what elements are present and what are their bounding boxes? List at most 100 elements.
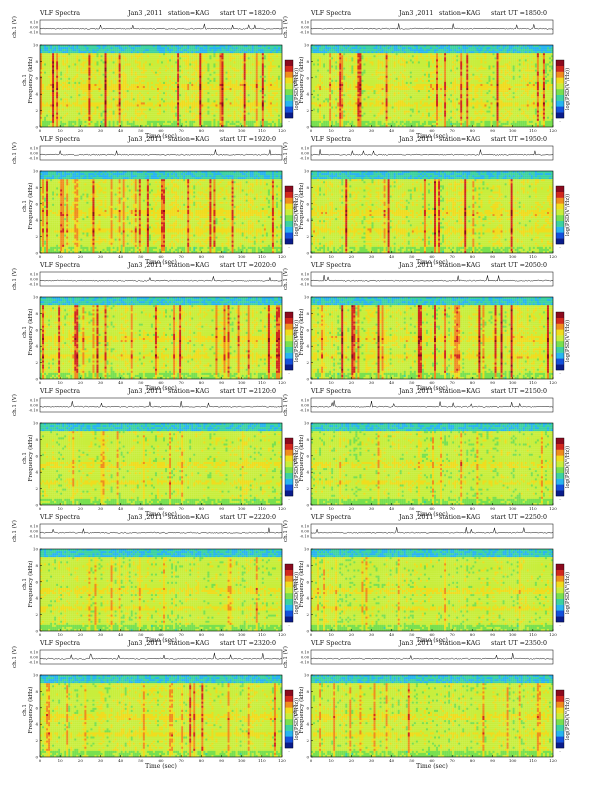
spectrogram-cell [44, 98, 46, 100]
spectrogram-cell [46, 51, 48, 53]
spectrogram-cell [58, 96, 60, 98]
spectrogram-cell [50, 94, 52, 96]
spectrogram-cell [62, 98, 64, 100]
spectrogram-cell [64, 113, 66, 115]
spectrogram-cell [48, 53, 50, 55]
spectrogram-cell [60, 90, 62, 92]
spectrogram-cell [56, 70, 58, 72]
waveform-axis-label: ch.1 (V) [11, 16, 18, 38]
spectrogram-cell [68, 61, 70, 63]
spectrogram-cell [46, 104, 48, 106]
spectrogram-cell [40, 45, 42, 47]
spectrogram-cell [60, 100, 62, 102]
spectrogram-cell [48, 66, 50, 68]
spectrogram-cell [44, 59, 46, 61]
spectrogram-cell [50, 63, 52, 65]
spectrogram-cell [68, 78, 70, 80]
spectrogram-cell [60, 102, 62, 104]
spectrogram-cell [40, 70, 42, 72]
spectrogram-cell [60, 115, 62, 117]
spectrogram-cell [66, 82, 68, 84]
spectrogram-cell [46, 47, 48, 49]
spectrogram-cell [58, 47, 60, 49]
spectrogram-cell [52, 45, 54, 47]
spectrogram-cell [70, 55, 72, 57]
spectrogram-cell [64, 115, 66, 117]
spectrogram-cell [52, 117, 54, 119]
spectrogram-cell [54, 115, 56, 117]
spectrogram-cell [68, 121, 70, 123]
spectrogram-cell [44, 74, 46, 76]
waveform-tick-label: 0.10 [30, 21, 39, 25]
spectrogram-cell [44, 72, 46, 74]
spectrogram-cell [60, 61, 62, 63]
spectrogram-cell [56, 78, 58, 80]
spectrogram-cell [60, 59, 62, 61]
spectrogram-cell [60, 104, 62, 106]
spectrogram-cell [48, 47, 50, 49]
spectrogram-cell [70, 68, 72, 70]
spectrogram-cell [64, 61, 66, 63]
spectrogram-cell [46, 88, 48, 90]
spectrogram-cell [42, 82, 44, 84]
spectrogram-cell [42, 119, 44, 121]
spectrogram-cell [66, 113, 68, 115]
spectrogram-cell [64, 117, 66, 119]
spectrogram-cell [52, 123, 54, 125]
spectrogram-cell [52, 113, 54, 115]
spectrogram-cell [54, 109, 56, 111]
spectrogram-cell [48, 96, 50, 98]
spectrogram-cell [60, 109, 62, 111]
spectrogram-cell [40, 57, 42, 59]
spectrogram-cell [42, 76, 44, 78]
spectrogram-cell [42, 117, 44, 119]
spectrogram-cell [64, 119, 66, 121]
spectrogram-cell [70, 86, 72, 88]
spectrogram-cell [46, 76, 48, 78]
spectrogram-cell [46, 107, 48, 109]
spectrogram-cell [60, 98, 62, 100]
spectrogram-cell [40, 47, 42, 49]
spectrogram-cell [54, 57, 56, 59]
spectrogram-cell [40, 100, 42, 102]
spectrogram-cell [48, 123, 50, 125]
spectrogram-cell [44, 70, 46, 72]
spectrogram-cell [62, 119, 64, 121]
spectrogram-cell [54, 76, 56, 78]
spectrogram-cell [40, 107, 42, 109]
spectrogram-cell [40, 55, 42, 57]
spectrogram-cell [58, 63, 60, 65]
spectrogram-cell [56, 49, 58, 51]
spectrogram-cell [60, 70, 62, 72]
spectrogram-cell [50, 80, 52, 82]
spectrogram-cell [64, 51, 66, 53]
panel-title: VLF Spectra [39, 10, 80, 17]
spectrogram-cell [72, 59, 74, 61]
spectrogram-cell [60, 63, 62, 65]
spectrogram-cell [60, 88, 62, 90]
spectrogram-cell [70, 61, 72, 63]
spectrogram-cell [54, 113, 56, 115]
spectrogram-cell [56, 123, 58, 125]
spectrogram-cell [68, 98, 70, 100]
spectrogram-cell [58, 66, 60, 68]
spectrogram-cell [48, 107, 50, 109]
spectrogram-cell [48, 68, 50, 70]
spectrogram-cell [66, 90, 68, 92]
spectrogram-cell [72, 51, 74, 53]
spectrogram-cell [48, 84, 50, 86]
spectrogram-cell [42, 123, 44, 125]
spectrogram-cell [62, 53, 64, 55]
spectrogram-cell [48, 90, 50, 92]
spectrogram-cell [64, 100, 66, 102]
spectrogram-cell [40, 123, 42, 125]
spectrogram-cell [62, 107, 64, 109]
spectrogram-cell [48, 109, 50, 111]
spectrogram-cell [54, 59, 56, 61]
spectrogram-cell [54, 102, 56, 104]
spectrogram-cell [62, 115, 64, 117]
spectrogram-cell [56, 66, 58, 68]
spectrogram-cell [64, 82, 66, 84]
spectrogram-cell [56, 74, 58, 76]
spectrogram-cell [66, 68, 68, 70]
